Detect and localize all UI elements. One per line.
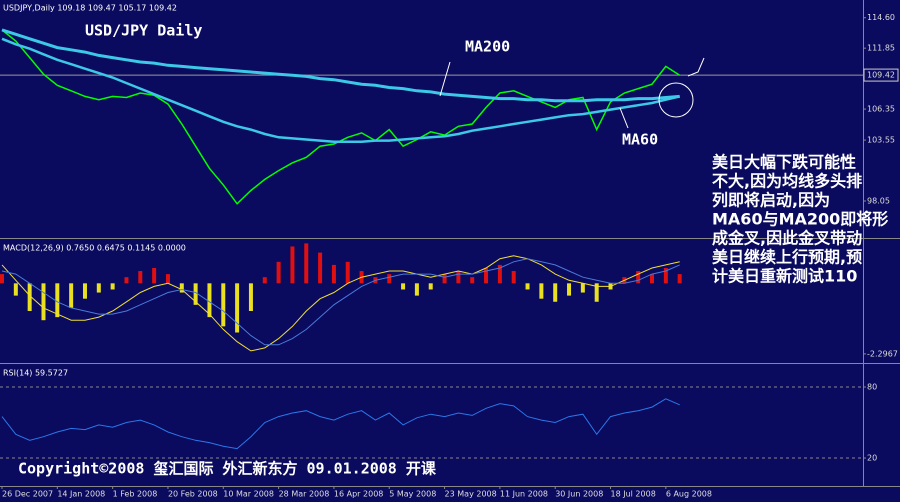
histogram-bar xyxy=(428,283,433,290)
pointer xyxy=(439,61,451,97)
x-tick-label: 11 Jun 2008 xyxy=(500,490,548,499)
arrow xyxy=(687,57,705,77)
histogram-bar xyxy=(387,274,392,284)
y-tick-label: 114.60 xyxy=(867,13,895,22)
histogram-bar xyxy=(470,277,475,284)
histogram-bar xyxy=(497,264,502,284)
y-tick-label: 20 xyxy=(867,454,877,463)
last-price-box xyxy=(863,68,899,82)
histogram-bar xyxy=(594,283,599,302)
y-tick-label: -2.2967 xyxy=(867,349,898,358)
y-tick-label: 106.35 xyxy=(867,105,895,114)
histogram-bar xyxy=(553,283,558,302)
x-tick-label: 10 Mar 2008 xyxy=(223,490,274,499)
histogram-bar xyxy=(677,274,682,284)
x-tick-label: 20 Feb 2008 xyxy=(168,490,218,499)
histogram-bar xyxy=(248,283,253,311)
note-line: 计美日重新测试110 xyxy=(712,267,857,286)
histogram-bar xyxy=(13,283,18,296)
ma60-label: MA60 xyxy=(622,131,658,149)
note-line: MA60与MA200即将形 xyxy=(712,210,888,229)
histogram-bar xyxy=(262,277,267,284)
histogram-bar xyxy=(345,261,350,284)
histogram-bar xyxy=(152,267,157,284)
histogram-bar xyxy=(0,274,4,284)
histogram-bar xyxy=(511,271,516,284)
histogram-bar xyxy=(484,267,489,284)
histogram-bar xyxy=(580,283,585,293)
y-tick-label: 80 xyxy=(867,383,877,392)
histogram-bar xyxy=(165,274,170,284)
series-line xyxy=(1,258,680,346)
y-tick-label: 98.05 xyxy=(867,197,890,206)
histogram-bar xyxy=(235,283,240,333)
x-tick-label: 16 Apr 2008 xyxy=(334,490,383,499)
histogram-bar xyxy=(124,277,129,284)
histogram-bar xyxy=(27,283,32,311)
histogram-bar xyxy=(207,283,212,318)
histogram-bar xyxy=(456,271,461,284)
marks xyxy=(0,17,866,489)
histogram-bar xyxy=(401,283,406,290)
histogram-bar xyxy=(650,274,655,284)
histogram-bar xyxy=(539,283,544,299)
note-line: 美日大幅下跌可能性 xyxy=(712,153,856,172)
chart-title: USD/JPY Daily xyxy=(85,22,202,40)
last-price-label: 109.42 xyxy=(867,71,895,80)
rsi-header: RSI(14) 59.5727 xyxy=(3,369,68,378)
x-tick-label: 26 Dec 2007 xyxy=(2,490,53,499)
histogram-bar xyxy=(221,283,226,327)
note-line: 美日继续上行预期,预 xyxy=(712,248,862,267)
x-tick-label: 23 May 2008 xyxy=(445,490,497,499)
x-tick-label: 1 Feb 2008 xyxy=(113,490,158,499)
histogram-bar xyxy=(82,283,87,299)
highlight-circle xyxy=(658,82,694,118)
x-tick-label: 28 Mar 2008 xyxy=(279,490,330,499)
series-line xyxy=(1,28,680,103)
y-tick-label: 103.55 xyxy=(867,136,895,145)
macd-header: MACD(12,26,9) 0.7650 0.6475 0.1145 0.000… xyxy=(3,244,186,253)
copyright: Copyright©2008 玺汇国际 外汇新东方 09.01.2008 开课 xyxy=(18,460,437,478)
histogram-bar xyxy=(193,283,198,305)
note-block: 美日大幅下跌可能性不大,因为均线多头排列即将启动,因为MA60与MA200即将形… xyxy=(712,153,888,286)
histogram-bar xyxy=(276,261,281,284)
x-tick-label: 30 Jun 2008 xyxy=(555,490,603,499)
histogram-bar xyxy=(414,283,419,296)
histogram-bar xyxy=(96,283,101,293)
y-tick-label: 111.85 xyxy=(867,44,895,53)
histogram-bar xyxy=(331,264,336,284)
price-header: USDJPY,Daily 109.18 109.47 105.17 109.42 xyxy=(3,4,177,13)
x-tick-label: 5 May 2008 xyxy=(389,490,436,499)
histogram-bar xyxy=(55,283,60,318)
series-line xyxy=(1,398,680,450)
histogram-bar xyxy=(179,283,184,293)
histogram-bar xyxy=(110,283,115,290)
note-line: 列即将启动,因为 xyxy=(712,191,830,210)
histogram-bar xyxy=(525,283,530,290)
note-line: 成金叉,因此金叉带动 xyxy=(712,229,862,248)
ma200-label: MA200 xyxy=(465,38,510,56)
histogram-bar xyxy=(290,246,295,284)
histogram-bar xyxy=(69,283,74,308)
series-line xyxy=(1,37,680,144)
pointer xyxy=(619,107,629,129)
histogram-bar xyxy=(442,274,447,284)
histogram-bar xyxy=(304,243,309,284)
x-tick-label: 18 Jul 2008 xyxy=(611,490,656,499)
histogram-bar xyxy=(636,271,641,284)
histogram-bar xyxy=(41,283,46,321)
histogram-bar xyxy=(663,267,668,284)
series-line xyxy=(1,255,680,352)
x-tick-label: 14 Jan 2008 xyxy=(57,490,105,499)
x-tick-label: 6 Aug 2008 xyxy=(666,490,712,499)
histogram-bar xyxy=(567,283,572,296)
histogram-bar xyxy=(138,271,143,284)
histogram-bar xyxy=(318,252,323,284)
note-line: 不大,因为均线多头排 xyxy=(712,172,862,191)
